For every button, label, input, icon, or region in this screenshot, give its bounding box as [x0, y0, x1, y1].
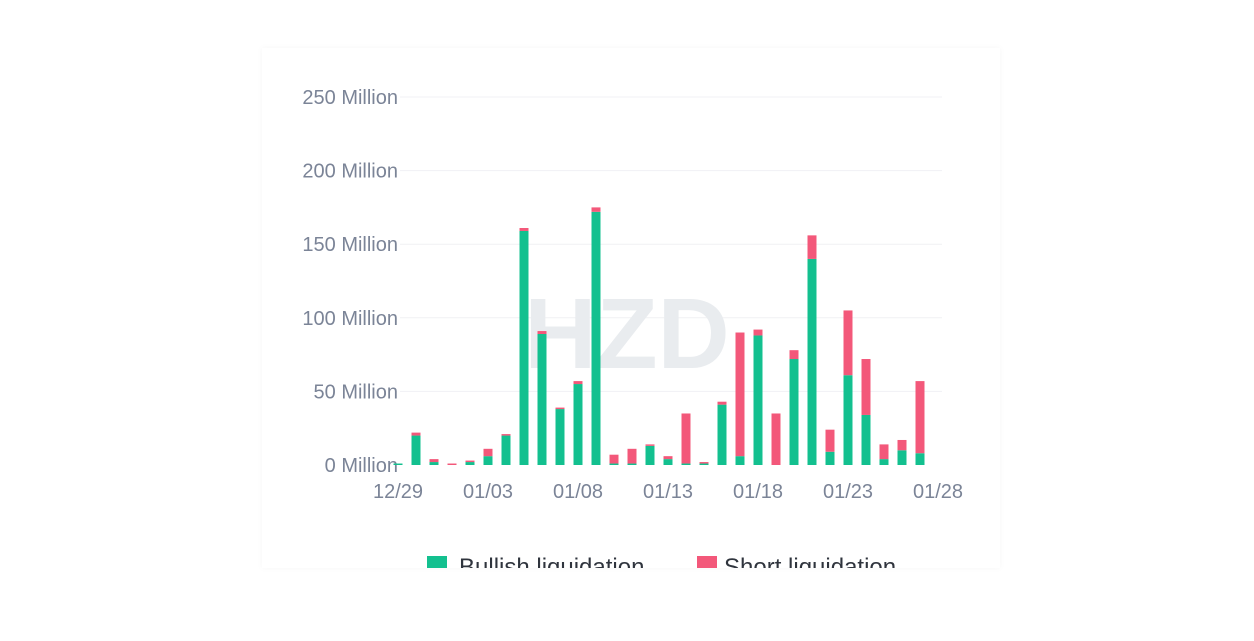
- watermark: HZD: [524, 278, 730, 390]
- bar-bullish: [753, 335, 763, 465]
- legend: Bullish liquidation Short liquidation: [427, 554, 896, 568]
- bar-bullish: [627, 463, 637, 465]
- bar-bullish: [411, 435, 421, 465]
- bar-short: [609, 454, 619, 464]
- bar-short: [861, 359, 871, 415]
- bar-bullish: [789, 359, 799, 465]
- bar-short: [789, 350, 799, 360]
- bar-bullish: [825, 451, 835, 465]
- liquidation-chart: HZD 0 Million 50 Million 100 Million 150 Mi…: [302, 87, 963, 568]
- bar-short: [735, 332, 745, 457]
- x-tick-label: 01/13: [643, 481, 693, 503]
- y-tick-label: 50 Million: [314, 381, 398, 403]
- bar-short: [627, 448, 637, 464]
- bar-short: [411, 432, 421, 436]
- y-tick-label: 150 Million: [302, 234, 398, 256]
- bar-short: [501, 434, 511, 436]
- y-tick-label: 250 Million: [302, 87, 398, 109]
- bar-short: [429, 459, 439, 463]
- bars: [393, 207, 925, 465]
- bar-short: [465, 460, 475, 463]
- x-tick-label: 12/29: [373, 481, 423, 503]
- y-tick-label: 100 Million: [302, 308, 398, 330]
- bar-short: [447, 463, 457, 465]
- bar-short: [663, 456, 673, 460]
- bar-bullish: [879, 459, 889, 465]
- bar-short: [879, 444, 889, 460]
- legend-label-short: Short liquidation: [724, 554, 896, 568]
- bar-bullish: [537, 333, 547, 465]
- bar-short: [807, 235, 817, 259]
- chart-card: HZD 0 Million 50 Million 100 Million 150 Mi…: [262, 48, 1000, 568]
- x-tick-label: 01/18: [733, 481, 783, 503]
- x-tick-label: 01/23: [823, 481, 873, 503]
- bar-bullish: [663, 459, 673, 465]
- legend-label-bullish: Bullish liquidation: [459, 554, 644, 568]
- bar-bullish: [483, 456, 493, 465]
- bar-bullish: [807, 258, 817, 465]
- y-tick-label: 200 Million: [302, 161, 398, 183]
- bar-short: [555, 407, 565, 410]
- legend-swatch-bullish: [427, 556, 447, 568]
- x-tick-label: 01/28: [913, 481, 963, 503]
- bar-short: [753, 329, 763, 336]
- bar-short: [573, 381, 583, 385]
- bar-bullish: [717, 404, 727, 465]
- bar-short: [681, 413, 691, 464]
- bar-bullish: [555, 409, 565, 465]
- x-tick-label: 01/08: [553, 481, 603, 503]
- bar-short: [915, 381, 925, 454]
- bar-bullish: [465, 462, 475, 465]
- bar-bullish: [591, 211, 601, 465]
- bar-short: [537, 331, 547, 334]
- bar-short: [717, 401, 727, 405]
- bar-bullish: [519, 230, 529, 465]
- bar-bullish: [843, 375, 853, 465]
- bar-bullish: [681, 463, 691, 465]
- bar-short: [591, 207, 601, 212]
- bar-short: [843, 310, 853, 376]
- bar-short: [519, 228, 529, 231]
- bar-bullish: [645, 445, 655, 465]
- x-tick-label: 01/03: [463, 481, 513, 503]
- bar-bullish: [573, 384, 583, 465]
- bar-bullish: [429, 462, 439, 465]
- bar-bullish: [897, 450, 907, 465]
- bar-bullish: [609, 463, 619, 465]
- bar-short: [699, 462, 709, 464]
- x-axis-ticks: 12/29 01/03 01/08 01/13 01/18 01/23 01/28: [373, 481, 963, 503]
- bar-short: [483, 448, 493, 457]
- bar-bullish: [501, 435, 511, 465]
- bar-bullish: [861, 414, 871, 465]
- bar-short: [897, 439, 907, 451]
- bar-bullish: [699, 463, 709, 465]
- bar-bullish: [393, 463, 403, 465]
- bar-short: [645, 444, 655, 446]
- bar-short: [825, 429, 835, 452]
- bar-bullish: [915, 453, 925, 465]
- bar-short: [771, 413, 781, 465]
- legend-swatch-short: [697, 556, 717, 568]
- bar-bullish: [735, 456, 745, 465]
- y-tick-label: 0 Million: [325, 455, 398, 477]
- y-axis-ticks: 0 Million 50 Million 100 Million 150 Millio…: [302, 87, 398, 477]
